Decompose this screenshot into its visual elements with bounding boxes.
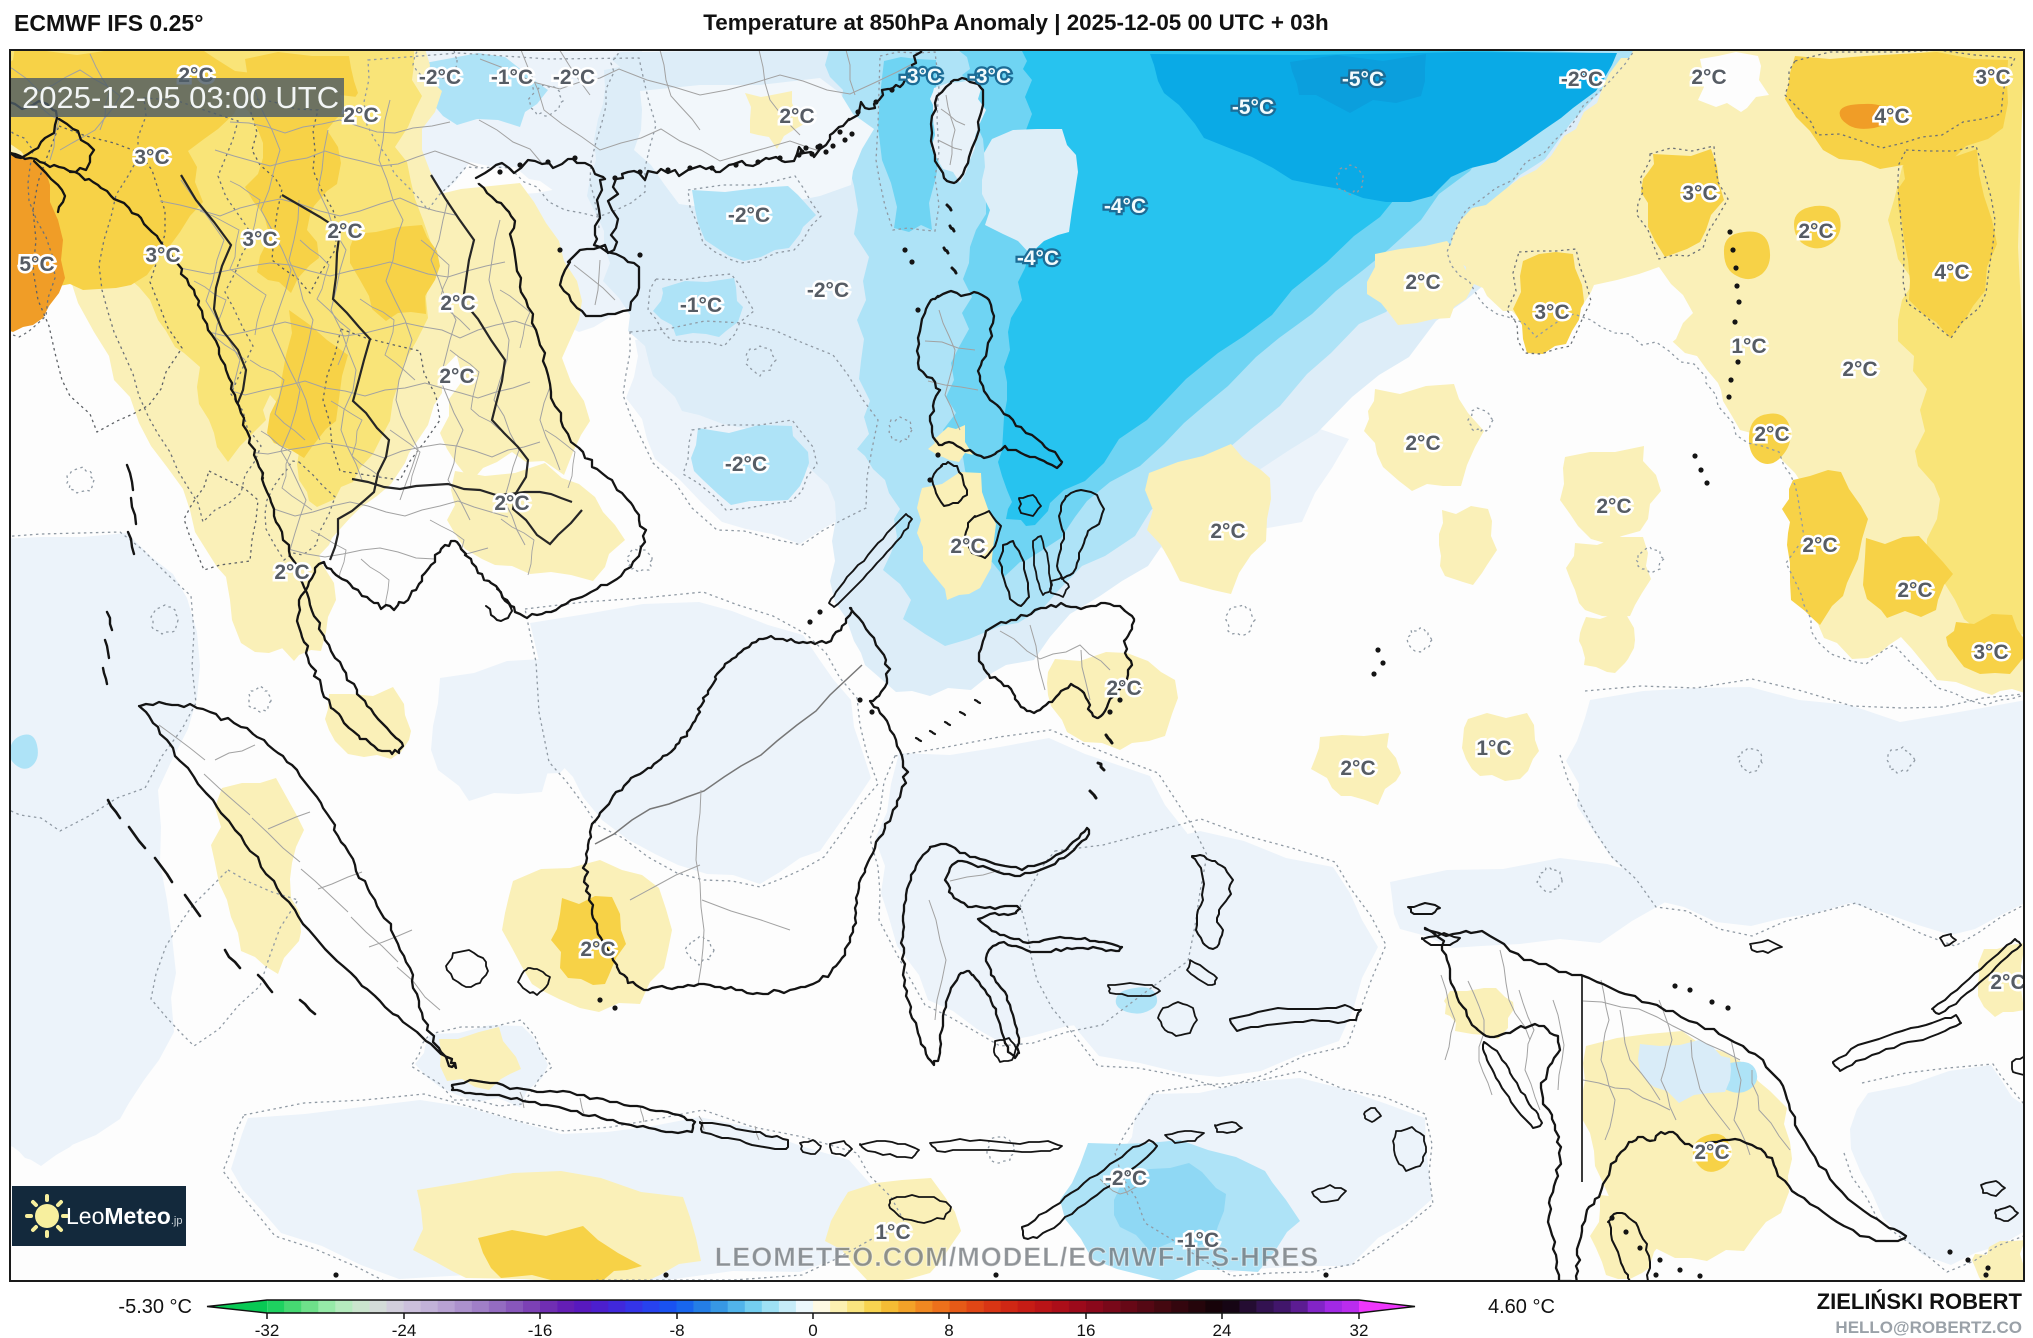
- svg-text:-3°C: -3°C: [969, 65, 1011, 88]
- svg-text:3°C: 3°C: [1975, 66, 2010, 89]
- svg-text:2°C: 2°C: [1897, 579, 1932, 602]
- svg-text:-1°C: -1°C: [680, 294, 722, 317]
- svg-text:2°C: 2°C: [1842, 358, 1877, 381]
- svg-text:2°C: 2°C: [1802, 534, 1837, 557]
- svg-text:3°C: 3°C: [1682, 182, 1717, 205]
- svg-text:-4°C: -4°C: [1104, 195, 1146, 218]
- svg-text:-24: -24: [392, 1321, 417, 1338]
- svg-text:4°C: 4°C: [1934, 261, 1969, 284]
- svg-text:1°C: 1°C: [1476, 737, 1511, 760]
- svg-text:-1°C: -1°C: [1177, 1229, 1219, 1252]
- svg-text:2°C: 2°C: [440, 292, 475, 315]
- svg-text:-2°C: -2°C: [553, 66, 595, 89]
- svg-text:2°C: 2°C: [1106, 677, 1141, 700]
- svg-text:3°C: 3°C: [134, 146, 169, 169]
- svg-text:2°C: 2°C: [1694, 1141, 1729, 1164]
- svg-text:-5°C: -5°C: [1342, 68, 1384, 91]
- svg-text:-5°C: -5°C: [1232, 96, 1274, 119]
- svg-text:-2°C: -2°C: [728, 204, 770, 227]
- svg-text:-4°C: -4°C: [1017, 247, 1059, 270]
- svg-text:24: 24: [1213, 1321, 1232, 1338]
- svg-text:2°C: 2°C: [1405, 271, 1440, 294]
- svg-text:3°C: 3°C: [1973, 641, 2008, 664]
- svg-text:4.60 °C: 4.60 °C: [1488, 1296, 1555, 1318]
- svg-text:16: 16: [1077, 1321, 1096, 1338]
- svg-text:-2°C: -2°C: [1105, 1167, 1147, 1190]
- svg-text:32: 32: [1350, 1321, 1369, 1338]
- svg-text:1°C: 1°C: [875, 1221, 910, 1244]
- svg-text:Temperature at 850hPa Anomaly: Temperature at 850hPa Anomaly | 2025-12-…: [703, 10, 1328, 35]
- svg-text:2°C: 2°C: [274, 561, 309, 584]
- svg-text:2°C: 2°C: [580, 938, 615, 961]
- svg-text:-2°C: -2°C: [419, 66, 461, 89]
- svg-text:-8: -8: [669, 1321, 684, 1338]
- svg-text:3°C: 3°C: [242, 228, 277, 251]
- svg-text:2°C: 2°C: [1754, 423, 1789, 446]
- svg-text:3°C: 3°C: [145, 244, 180, 267]
- svg-text:-32: -32: [255, 1321, 280, 1338]
- svg-text:HELLO@ROBERTZ.CO: HELLO@ROBERTZ.CO: [1835, 1318, 2022, 1337]
- svg-text:0: 0: [808, 1321, 817, 1338]
- svg-text:5°C: 5°C: [19, 253, 54, 276]
- svg-text:2°C: 2°C: [494, 492, 529, 515]
- svg-text:2°C: 2°C: [1691, 66, 1726, 89]
- svg-text:4°C: 4°C: [1874, 105, 1909, 128]
- svg-text:2°C: 2°C: [1596, 495, 1631, 518]
- svg-text:2025-12-05 03:00 UTC: 2025-12-05 03:00 UTC: [22, 80, 339, 115]
- svg-text:1°C: 1°C: [1731, 335, 1766, 358]
- svg-text:8: 8: [944, 1321, 953, 1338]
- svg-text:-2°C: -2°C: [1561, 68, 1603, 91]
- svg-text:2°C: 2°C: [327, 220, 362, 243]
- svg-text:-5.30 °C: -5.30 °C: [118, 1296, 192, 1318]
- svg-text:-1°C: -1°C: [491, 66, 533, 89]
- svg-text:2°C: 2°C: [1798, 220, 1833, 243]
- svg-text:2°C: 2°C: [343, 104, 378, 127]
- svg-text:LeoMeteo.jp: LeoMeteo.jp: [66, 1203, 182, 1229]
- svg-text:2°C: 2°C: [1340, 757, 1375, 780]
- svg-text:2°C: 2°C: [439, 365, 474, 388]
- svg-text:-2°C: -2°C: [725, 453, 767, 476]
- svg-text:LEOMETEO.COM/MODEL/ECMWF-IFS-H: LEOMETEO.COM/MODEL/ECMWF-IFS-HRES: [715, 1242, 1319, 1272]
- svg-text:-16: -16: [528, 1321, 553, 1338]
- svg-text:2°C: 2°C: [1210, 520, 1245, 543]
- svg-text:ECMWF IFS 0.25°: ECMWF IFS 0.25°: [14, 10, 203, 36]
- svg-text:-3°C: -3°C: [900, 65, 942, 88]
- svg-text:2°C: 2°C: [779, 105, 814, 128]
- svg-text:2°C: 2°C: [1990, 971, 2025, 994]
- svg-text:3°C: 3°C: [1534, 301, 1569, 324]
- svg-text:2°C: 2°C: [1405, 432, 1440, 455]
- svg-text:2°C: 2°C: [950, 535, 985, 558]
- svg-text:ZIELIŃSKI ROBERT: ZIELIŃSKI ROBERT: [1817, 1289, 2023, 1314]
- svg-text:-2°C: -2°C: [807, 279, 849, 302]
